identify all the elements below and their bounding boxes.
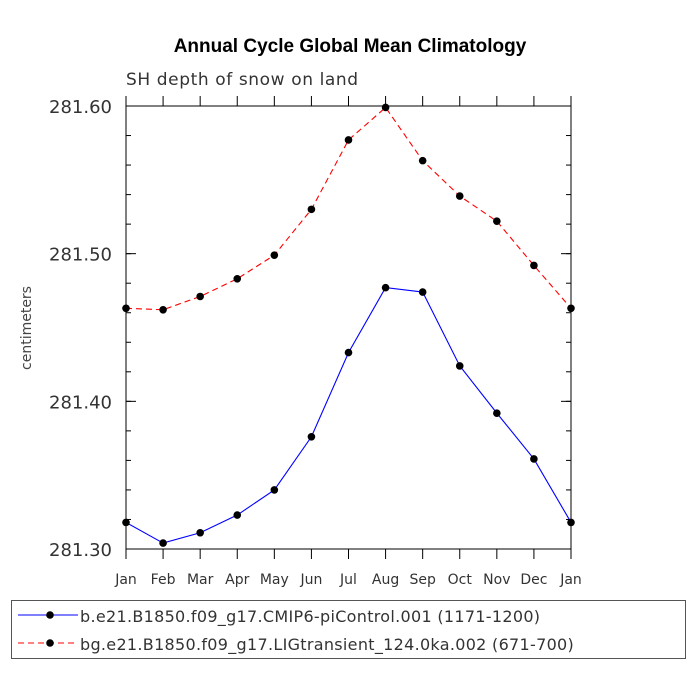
series-0 — [122, 283, 575, 547]
y-tick-labels: 281.30 281.40 281.50 281.60 — [49, 97, 112, 561]
data-point — [567, 518, 575, 527]
data-point — [455, 362, 464, 370]
x-tick-label: Jan — [114, 572, 137, 588]
x-tick-label: Mar — [187, 572, 214, 588]
y-axis-label: centimeters — [19, 286, 35, 370]
x-tick-label: Oct — [448, 572, 473, 588]
x-tick-label: Aug — [372, 572, 399, 588]
data-point — [196, 292, 204, 301]
x-tick-label: Feb — [151, 572, 176, 588]
x-tick-labels: Jan Feb Mar Apr May Jun Jul Aug Sep Oct Nov Dec Jan — [114, 572, 582, 588]
chart-subtitle: SH depth of snow on land — [126, 70, 359, 90]
series-layer — [122, 103, 575, 547]
x-tick-label: Nov — [483, 572, 510, 588]
data-point — [381, 103, 390, 112]
data-point — [344, 348, 353, 357]
data-point — [270, 251, 279, 259]
y-tick-label: 281.30 — [49, 540, 112, 561]
x-tick-label: Jan — [559, 572, 582, 588]
data-point — [567, 304, 575, 313]
x-tick-label: Jul — [339, 572, 357, 588]
data-point — [344, 136, 353, 144]
x-tick-label: May — [260, 572, 289, 588]
data-point — [381, 283, 390, 292]
legend-label-control: b.e21.B1850.f09_g17.CMIP6-piControl.001 … — [80, 607, 541, 626]
line-chart: 281.30 281.40 281.50 281.60 Jan Feb Mar Apr May… — [19, 96, 582, 588]
data-point — [233, 511, 242, 519]
data-point — [122, 304, 130, 313]
data-point — [122, 518, 130, 527]
data-point — [455, 192, 464, 200]
data-point — [418, 156, 427, 165]
x-tick-label: Jun — [299, 572, 322, 588]
x-tick-label: Apr — [225, 572, 249, 588]
legend-entry-transient: bg.e21.B1850.f09_g17.LIGtransient_124.0k… — [12, 631, 685, 659]
legend-entry-control: b.e21.B1850.f09_g17.CMIP6-piControl.001 … — [12, 603, 685, 631]
x-tick-label: Sep — [409, 572, 436, 588]
legend: b.e21.B1850.f09_g17.CMIP6-piControl.001 … — [11, 600, 686, 659]
x-tick-label: Dec — [520, 572, 547, 588]
data-point — [530, 261, 538, 270]
series-1 — [122, 103, 575, 314]
series-line — [125, 287, 572, 544]
data-point — [530, 455, 538, 463]
legend-label-transient: bg.e21.B1850.f09_g17.LIGtransient_124.0k… — [80, 635, 575, 654]
data-point — [418, 288, 427, 296]
data-point — [493, 409, 501, 417]
data-point — [233, 274, 242, 283]
legend-swatch-control — [18, 611, 78, 619]
data-point — [159, 539, 167, 547]
axis-ticks — [125, 96, 572, 559]
data-point — [196, 528, 204, 537]
legend-swatch-transient — [18, 639, 78, 647]
y-tick-label: 281.60 — [49, 97, 112, 118]
data-point — [159, 305, 167, 314]
y-tick-label: 281.40 — [49, 392, 112, 413]
data-point — [307, 205, 316, 214]
data-point — [307, 432, 316, 441]
data-point — [493, 217, 501, 225]
data-point — [270, 486, 279, 494]
plot-frame — [125, 105, 572, 550]
y-tick-label: 281.50 — [49, 245, 112, 266]
chart-title: Annual Cycle Global Mean Climatology — [173, 36, 527, 57]
